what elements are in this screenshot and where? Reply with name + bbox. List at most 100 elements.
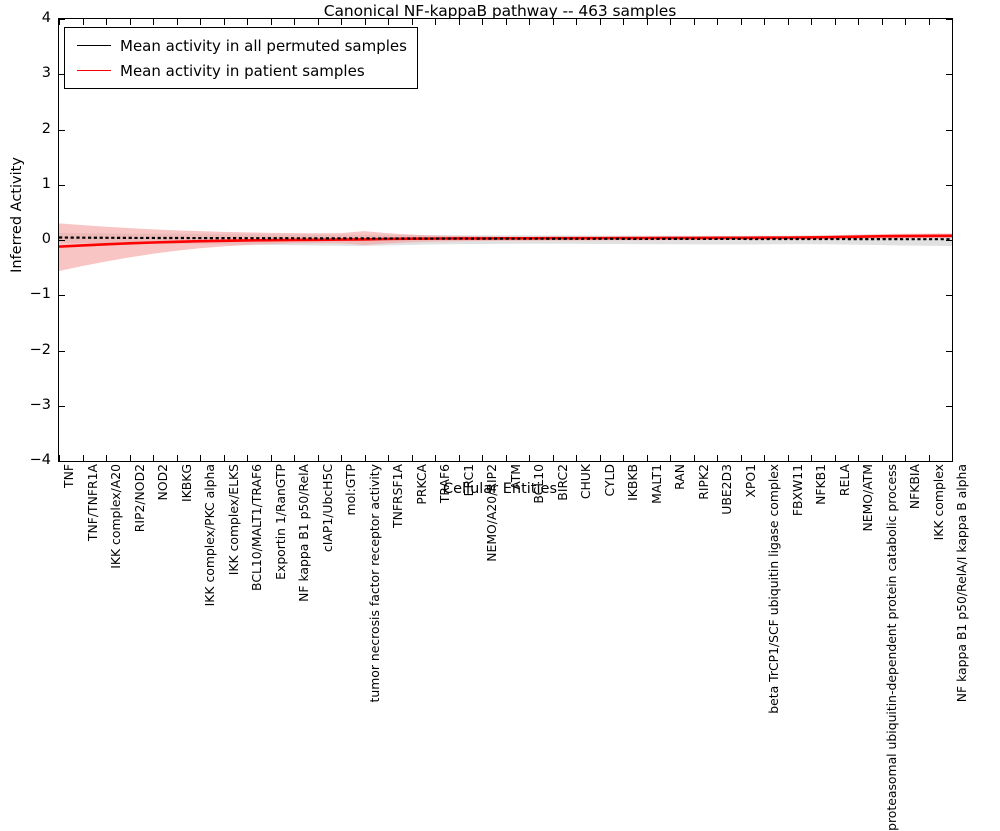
x-tick-mark — [552, 455, 554, 461]
x-tick-mark — [670, 455, 671, 461]
x-tick-mark — [129, 19, 131, 25]
y-tick-label: 1 — [41, 175, 51, 192]
x-tick-mark — [834, 19, 836, 25]
y-tick-mark — [59, 461, 65, 462]
x-tick-mark — [623, 19, 624, 25]
x-tick-mark — [646, 19, 648, 25]
x-tick-mark — [905, 19, 906, 25]
confidence-band — [59, 223, 952, 271]
x-tick-mark — [693, 19, 695, 25]
x-tick-mark — [411, 19, 413, 25]
x-tick-mark — [106, 455, 107, 461]
x-tick-mark — [599, 455, 601, 461]
x-tick-mark — [811, 19, 812, 25]
x-tick-mark — [341, 455, 342, 461]
x-tick-mark — [881, 19, 883, 25]
x-tick-mark — [458, 455, 460, 461]
x-tick-mark — [59, 19, 60, 25]
x-tick-mark — [59, 455, 60, 461]
x-tick-mark — [811, 455, 812, 461]
x-tick-mark — [435, 19, 436, 25]
y-tick-mark — [59, 129, 65, 131]
x-tick-mark — [505, 19, 507, 25]
x-tick-mark — [740, 19, 742, 25]
chart-figure: Canonical NF-kappaB pathway -- 463 sampl… — [9, 2, 969, 831]
y-tick-mark — [946, 184, 952, 186]
legend-item: Mean activity in patient samples — [71, 58, 407, 83]
x-tick-mark — [364, 19, 366, 25]
x-tick-mark — [129, 455, 131, 461]
x-tick-mark — [858, 455, 859, 461]
x-tick-mark — [646, 455, 648, 461]
x-tick-mark — [952, 19, 953, 25]
x-tick-mark — [576, 19, 577, 25]
x-tick-mark — [223, 455, 225, 461]
y-tick-label: 4 — [41, 10, 51, 26]
legend-swatch-permuted — [77, 45, 111, 46]
y-tick-label: −3 — [29, 396, 51, 413]
x-tick-mark — [482, 455, 483, 461]
y-tick-mark — [946, 19, 952, 20]
x-tick-mark — [270, 19, 272, 25]
x-tick-mark — [458, 19, 460, 25]
y-tick-label: 3 — [41, 65, 51, 82]
x-tick-mark — [787, 19, 789, 25]
y-tick-mark — [59, 19, 65, 20]
x-tick-mark — [905, 455, 906, 461]
y-tick-mark — [946, 74, 952, 76]
y-tick-mark — [946, 295, 952, 297]
series-line-permuted — [59, 236, 952, 241]
x-tick-mark — [153, 455, 154, 461]
x-tick-mark — [529, 19, 530, 25]
x-tick-label: NEMO/A20/RIP2 — [484, 464, 499, 562]
x-tick-mark — [341, 19, 342, 25]
y-tick-mark — [946, 405, 952, 407]
x-tick-mark — [717, 19, 718, 25]
x-tick-label: NEMO/ATM — [860, 464, 875, 532]
x-tick-mark — [294, 455, 295, 461]
legend-swatch-patient — [77, 70, 111, 71]
x-tick-label: RIP2/NOD2 — [131, 464, 147, 533]
x-tick-mark — [388, 455, 389, 461]
x-tick-mark — [364, 455, 366, 461]
x-tick-label: proteasomal ubiquitin-dependent protein … — [883, 464, 899, 831]
x-tick-mark — [552, 19, 554, 25]
x-tick-mark — [223, 19, 225, 25]
x-tick-mark — [153, 19, 154, 25]
y-tick-mark — [946, 129, 952, 131]
x-tick-mark — [176, 19, 178, 25]
x-tick-mark — [787, 455, 789, 461]
x-tick-mark — [928, 455, 930, 461]
x-tick-mark — [247, 19, 248, 25]
x-tick-mark — [317, 455, 319, 461]
x-tick-label: TNF/TNFR1A — [84, 464, 100, 542]
y-tick-mark — [946, 350, 952, 352]
x-tick-mark — [928, 19, 930, 25]
x-tick-mark — [294, 19, 295, 25]
x-tick-mark — [952, 455, 953, 461]
x-tick-mark — [764, 455, 765, 461]
x-tick-mark — [858, 19, 859, 25]
y-tick-mark — [59, 295, 65, 297]
x-tick-mark — [717, 455, 718, 461]
x-tick-mark — [435, 455, 436, 461]
y-tick-label: −1 — [29, 286, 51, 303]
plot-canvas — [59, 223, 952, 271]
y-tick-mark — [946, 461, 952, 462]
x-tick-mark — [82, 19, 84, 25]
x-tick-mark — [881, 455, 883, 461]
legend-label-patient: Mean activity in patient samples — [120, 61, 365, 80]
x-tick-mark — [270, 455, 272, 461]
x-tick-mark — [317, 19, 319, 25]
x-tick-mark — [106, 19, 107, 25]
x-tick-mark — [247, 455, 248, 461]
x-tick-mark — [388, 19, 389, 25]
x-tick-mark — [505, 455, 507, 461]
y-tick-mark — [946, 240, 952, 241]
x-tick-mark — [740, 455, 742, 461]
x-tick-label: IKK complex/A20 — [108, 464, 123, 569]
x-tick-mark — [176, 455, 178, 461]
x-tick-mark — [834, 455, 836, 461]
y-tick-label: −4 — [29, 452, 51, 468]
x-tick-label: cIAP1/UbcH5C — [319, 464, 335, 553]
